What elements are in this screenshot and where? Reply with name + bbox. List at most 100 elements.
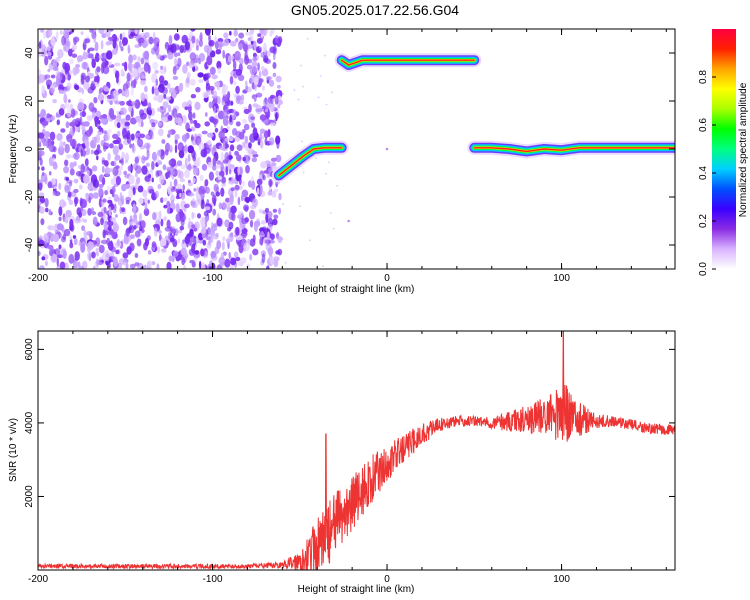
noise-speck [234, 189, 238, 198]
noise-speck [180, 247, 187, 256]
noise-speck [308, 239, 311, 242]
noise-speck [122, 260, 128, 266]
noise-speck [200, 248, 205, 257]
noise-speck [137, 138, 144, 147]
noise-speck [128, 188, 134, 199]
noise-speck [68, 48, 73, 57]
x-tick-label: -200 [28, 273, 48, 284]
noise-speck [156, 263, 160, 269]
noise-speck [222, 93, 229, 102]
noise-speck [44, 197, 49, 208]
noise-speck [143, 64, 150, 73]
noise-speck [302, 171, 305, 174]
noise-speck [161, 116, 168, 123]
noise-speck [83, 218, 87, 223]
noise-speck [235, 121, 241, 127]
noise-speck [86, 115, 93, 121]
noise-speck [173, 178, 178, 187]
noise-speck [38, 150, 45, 157]
noise-speck [205, 236, 211, 241]
noise-speck [229, 144, 235, 152]
noise-speck [127, 165, 132, 172]
noise-speck [76, 55, 84, 62]
noise-speck [192, 167, 199, 176]
noise-speck [211, 88, 214, 95]
noise-speck [229, 75, 234, 85]
noise-speck [119, 100, 125, 106]
noise-speck [98, 183, 104, 188]
noise-speck [250, 116, 255, 120]
noise-speck [217, 38, 224, 43]
noise-speck [160, 65, 164, 70]
noise-speck [50, 36, 56, 47]
noise-speck [251, 151, 258, 155]
noise-speck [119, 33, 123, 41]
noise-speck [147, 199, 150, 204]
noise-speck [148, 36, 154, 45]
noise-speck [211, 74, 218, 80]
noise-speck [152, 223, 160, 229]
noise-speck [224, 258, 231, 268]
noise-speck [223, 32, 229, 39]
noise-speck [193, 227, 198, 232]
spectral-point [347, 219, 350, 223]
noise-speck [103, 130, 108, 135]
noise-speck [228, 179, 235, 185]
noise-speck [177, 229, 183, 234]
noise-speck [48, 145, 52, 151]
noise-speck [80, 74, 85, 85]
noise-speck [63, 217, 66, 223]
noise-speck [191, 136, 195, 141]
noise-speck [228, 232, 234, 243]
noise-speck [119, 40, 122, 48]
noise-speck [263, 130, 269, 139]
x-tick-label: 0 [384, 574, 390, 585]
noise-speck [104, 189, 109, 196]
noise-speck [223, 38, 230, 47]
noise-speck [198, 52, 206, 62]
noise-speck [97, 120, 101, 125]
noise-speck [270, 157, 277, 162]
noise-speck [40, 108, 47, 118]
noise-speck [273, 190, 277, 198]
noise-speck [170, 194, 175, 201]
noise-speck [195, 86, 201, 93]
noise-speck [214, 127, 219, 133]
noise-speck [249, 66, 256, 75]
noise-speck [203, 96, 209, 103]
noise-speck [266, 265, 270, 269]
noise-speck [277, 84, 281, 89]
noise-speck [125, 200, 130, 205]
noise-speck [153, 96, 159, 101]
noise-speck [46, 245, 53, 250]
noise-speck [90, 149, 94, 155]
noise-speck [94, 41, 99, 52]
noise-speck [191, 211, 194, 220]
noise-speck [81, 225, 85, 232]
noise-speck [120, 195, 125, 206]
noise-speck [47, 29, 53, 38]
noise-speck [56, 119, 60, 126]
noise-speck [111, 48, 118, 55]
snr-series-line [38, 331, 675, 570]
noise-speck [267, 246, 274, 256]
noise-speck [269, 102, 275, 113]
noise-speck [73, 161, 77, 167]
noise-speck [149, 126, 156, 131]
noise-speck [235, 68, 243, 76]
noise-speck [234, 184, 240, 191]
noise-speck [113, 89, 119, 99]
noise-speck [80, 31, 84, 35]
noise-speck [137, 56, 141, 62]
noise-speck [113, 257, 119, 267]
noise-speck [198, 79, 204, 83]
noise-speck [222, 141, 226, 152]
noise-speck [257, 33, 261, 37]
noise-speck [143, 264, 147, 269]
noise-speck [80, 149, 84, 157]
noise-speck [275, 135, 281, 145]
noise-speck [229, 114, 233, 123]
noise-speck [230, 257, 237, 266]
noise-speck [251, 180, 256, 190]
